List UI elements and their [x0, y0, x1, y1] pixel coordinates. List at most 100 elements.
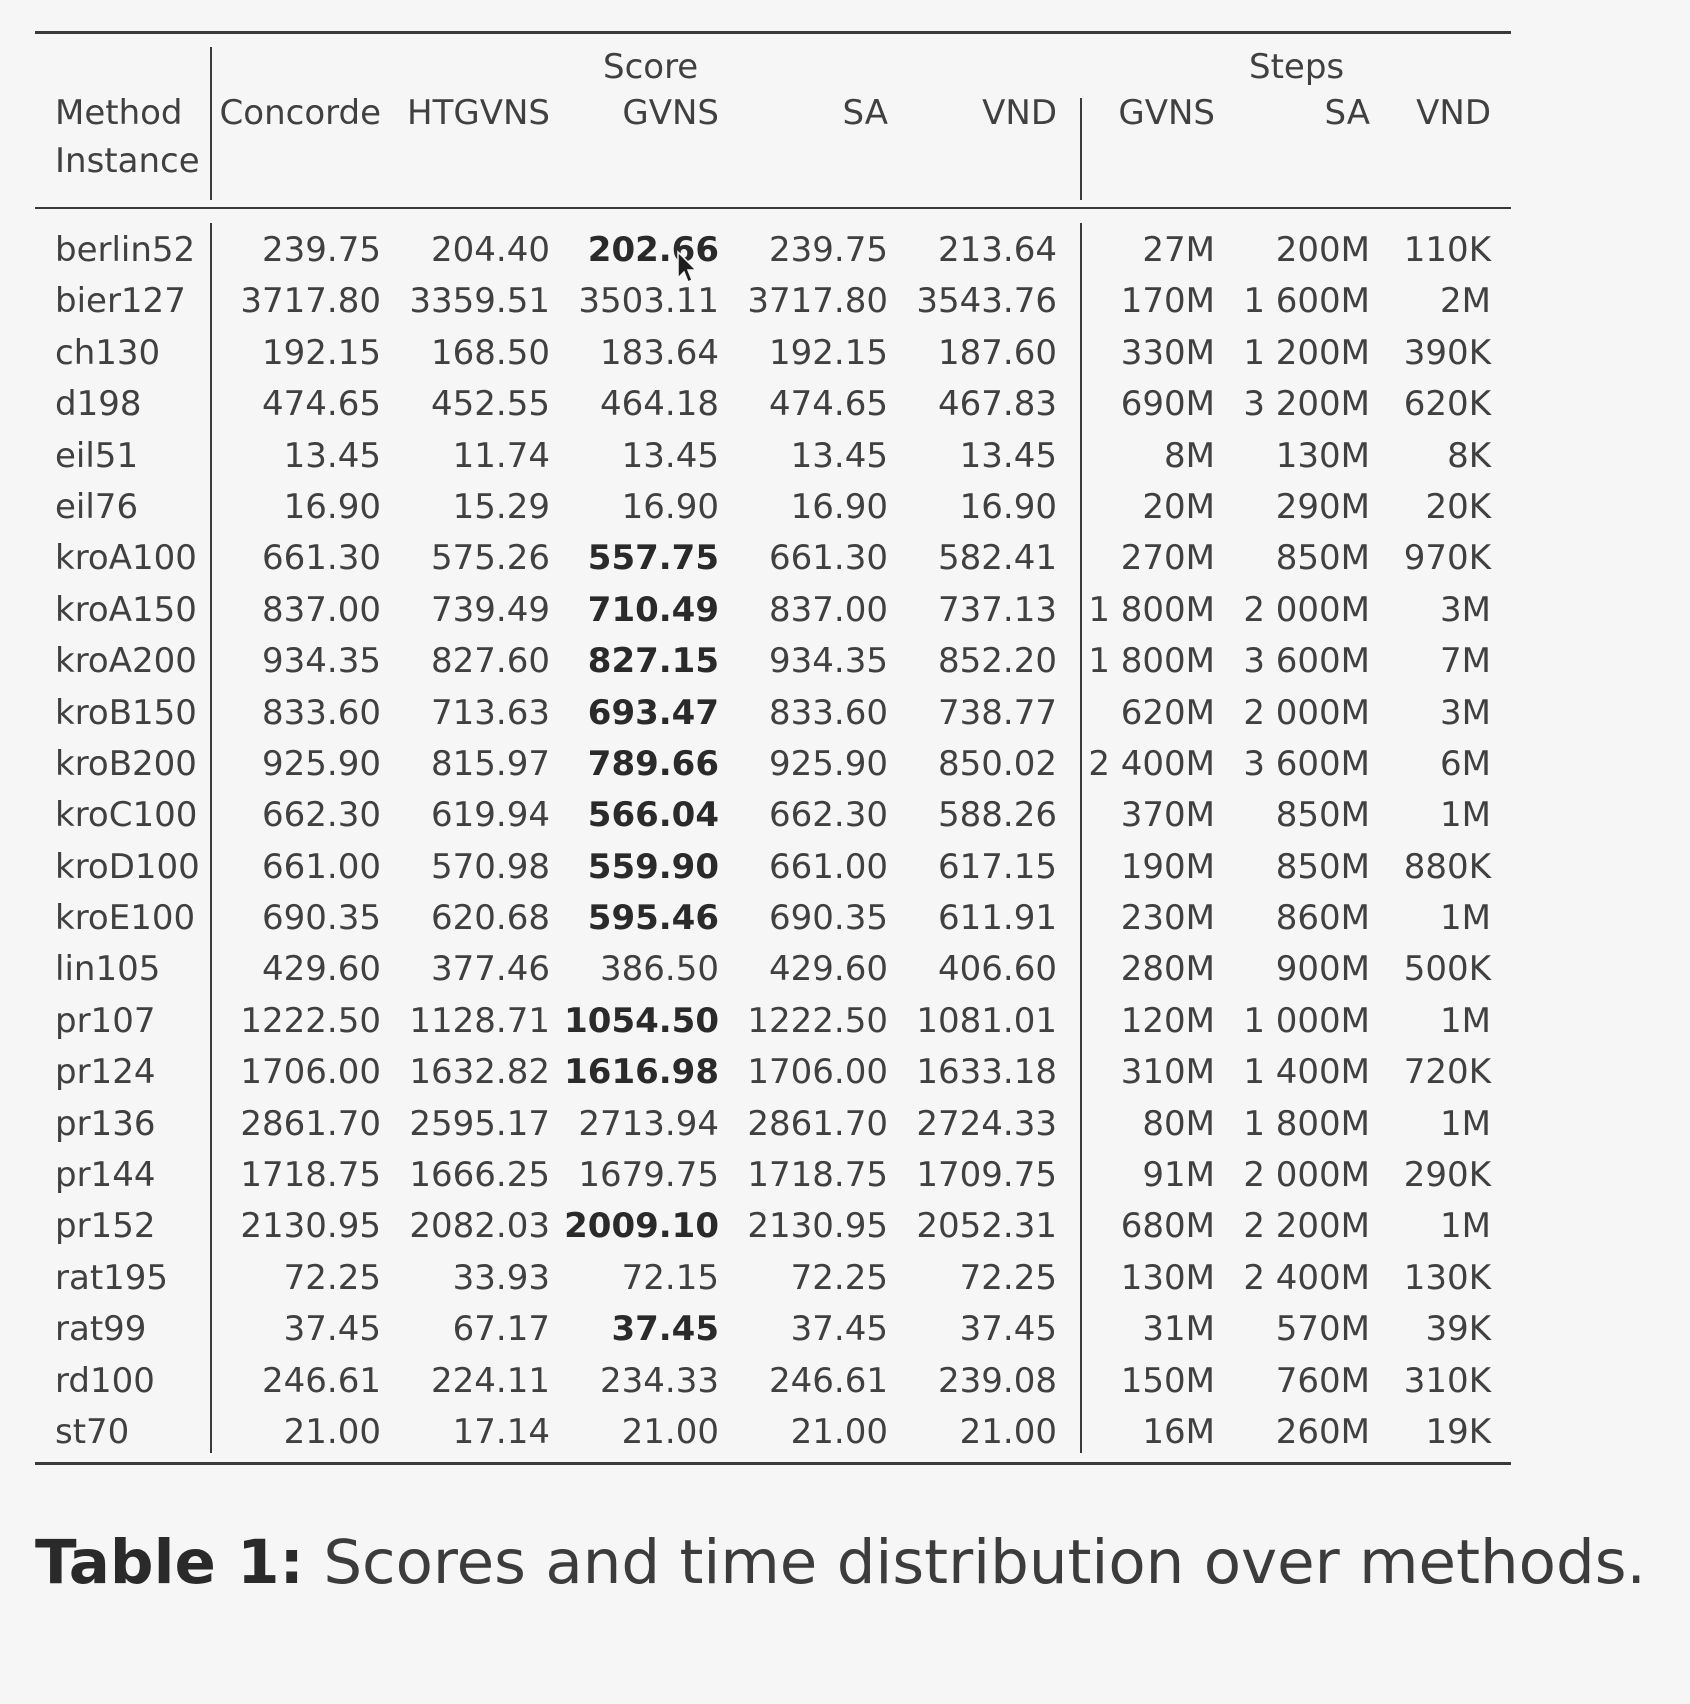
cell-htgvns: 620.68	[431, 898, 550, 939]
cell-htgvns: 575.26	[431, 538, 550, 579]
instance-cell: lin105	[55, 949, 161, 990]
table-row: kroA200 934.35 827.60 827.15 934.35 852.20 1 8…	[35, 636, 1511, 687]
cell-vnd-steps: 7M	[1440, 641, 1491, 682]
cell-vnd-steps: 880K	[1403, 846, 1491, 887]
cell-sa-steps: 290M	[1275, 486, 1370, 527]
cell-concorde: 1222.50	[240, 1000, 381, 1041]
cell-sa-steps: 1 200M	[1243, 332, 1370, 373]
cell-vnd-score: 617.15	[938, 846, 1057, 887]
cell-vnd-steps: 2M	[1440, 281, 1491, 322]
cell-sa-steps: 1 800M	[1243, 1103, 1370, 1144]
table-row: kroA150 837.00 739.49 710.49 837.00 737.13 1 8…	[35, 585, 1511, 636]
cell-gvns-score: 1679.75	[578, 1155, 719, 1196]
cell-sa-steps: 850M	[1275, 795, 1370, 836]
cell-htgvns: 168.50	[431, 332, 550, 373]
cell-concorde: 925.90	[262, 743, 381, 784]
cell-vnd-steps: 1M	[1440, 1103, 1491, 1144]
cell-htgvns: 452.55	[431, 384, 550, 425]
table-row: eil51 13.45 11.74 13.45 13.45 13.45 8M 130M 8K	[35, 431, 1511, 482]
cell-sa-steps: 2 400M	[1243, 1257, 1370, 1298]
column-header-gvns-score: GVNS	[622, 93, 719, 133]
cell-sa-score: 429.60	[769, 949, 888, 990]
cell-vnd-steps: 720K	[1403, 1052, 1491, 1093]
cell-sa-steps: 860M	[1275, 898, 1370, 939]
cell-sa-steps: 2 200M	[1243, 1206, 1370, 1247]
cell-vnd-steps: 1M	[1440, 898, 1491, 939]
cell-sa-score: 3717.80	[747, 281, 888, 322]
cell-vnd-steps: 19K	[1425, 1411, 1491, 1452]
instance-cell: kroA100	[55, 538, 197, 579]
cell-concorde: 3717.80	[240, 281, 381, 322]
table-row: eil76 16.90 15.29 16.90 16.90 16.90 20M 290M 20K	[35, 482, 1511, 533]
cell-gvns-steps: 270M	[1120, 538, 1215, 579]
instance-cell: pr124	[55, 1052, 156, 1093]
cell-gvns-score: 559.90	[587, 846, 719, 887]
instance-cell: eil76	[55, 486, 139, 527]
cell-sa-steps: 130M	[1275, 435, 1370, 476]
cell-sa-score: 2130.95	[747, 1206, 888, 1247]
instance-cell: pr136	[55, 1103, 156, 1144]
cell-htgvns: 1128.71	[409, 1000, 550, 1041]
table-body: berlin52 239.75 204.40 202.66 239.75 213.64 27…	[35, 225, 1511, 1458]
cell-gvns-score: 2009.10	[564, 1206, 719, 1247]
cell-gvns-score: 234.33	[600, 1360, 719, 1401]
cell-vnd-steps: 8K	[1447, 435, 1491, 476]
instance-divider	[210, 47, 212, 200]
table-row: pr124 1706.00 1632.82 1616.98 1706.00 1633.18…	[35, 1047, 1511, 1098]
cell-vnd-score: 1633.18	[916, 1052, 1057, 1093]
group-header-score: Score	[603, 47, 699, 87]
cell-gvns-steps: 620M	[1120, 692, 1215, 733]
instance-cell: pr152	[55, 1206, 156, 1247]
cell-sa-steps: 850M	[1275, 538, 1370, 579]
header-instance: Instance	[55, 141, 200, 181]
cell-vnd-steps: 1M	[1440, 795, 1491, 836]
cell-concorde: 37.45	[283, 1309, 381, 1350]
cell-vnd-steps: 20K	[1425, 486, 1491, 527]
cell-concorde: 1706.00	[240, 1052, 381, 1093]
cell-gvns-steps: 190M	[1120, 846, 1215, 887]
cell-gvns-score: 710.49	[587, 589, 719, 630]
instance-cell: ch130	[55, 332, 161, 373]
instance-cell: berlin52	[55, 230, 196, 270]
column-header-vnd-steps: VND	[1416, 93, 1491, 133]
cell-gvns-steps: 27M	[1142, 230, 1215, 270]
score-steps-divider	[1080, 223, 1082, 1453]
table-row: pr136 2861.70 2595.17 2713.94 2861.70 2724.33…	[35, 1099, 1511, 1150]
instance-cell: bier127	[55, 281, 186, 322]
cell-vnd-steps: 500K	[1403, 949, 1491, 990]
table-row: pr144 1718.75 1666.25 1679.75 1718.75 1709.75…	[35, 1150, 1511, 1201]
cell-htgvns: 11.74	[452, 435, 550, 476]
cell-sa-steps: 1 600M	[1243, 281, 1370, 322]
cell-vnd-steps: 310K	[1403, 1360, 1491, 1401]
table-row: rat99 37.45 67.17 37.45 37.45 37.45 31M 570M 39K	[35, 1304, 1511, 1355]
cell-vnd-score: 239.08	[938, 1360, 1057, 1401]
cell-sa-score: 246.61	[769, 1360, 888, 1401]
cell-concorde: 661.30	[262, 538, 381, 579]
cell-concorde: 662.30	[262, 795, 381, 836]
score-steps-divider	[1080, 98, 1082, 200]
cell-sa-steps: 3 600M	[1243, 641, 1370, 682]
cell-vnd-score: 611.91	[938, 898, 1057, 939]
table-row: d198 474.65 452.55 464.18 474.65 467.83 690M 3 …	[35, 379, 1511, 430]
cell-sa-steps: 1 000M	[1243, 1000, 1370, 1041]
cell-htgvns: 2082.03	[409, 1206, 550, 1247]
cell-concorde: 16.90	[283, 486, 381, 527]
cell-concorde: 429.60	[262, 949, 381, 990]
cell-htgvns: 224.11	[431, 1360, 550, 1401]
cell-gvns-score: 37.45	[611, 1309, 719, 1350]
cell-vnd-score: 187.60	[938, 332, 1057, 373]
cell-sa-steps: 850M	[1275, 846, 1370, 887]
cell-sa-score: 1718.75	[747, 1155, 888, 1196]
cell-concorde: 1718.75	[240, 1155, 381, 1196]
cell-gvns-steps: 16M	[1142, 1411, 1215, 1452]
cell-sa-score: 37.45	[790, 1309, 888, 1350]
cell-gvns-score: 13.45	[621, 435, 719, 476]
column-header-concorde: Concorde	[219, 93, 381, 133]
cell-vnd-steps: 1M	[1440, 1000, 1491, 1041]
cell-gvns-steps: 2 400M	[1088, 743, 1215, 784]
cell-sa-score: 925.90	[769, 743, 888, 784]
cell-gvns-steps: 690M	[1120, 384, 1215, 425]
cell-gvns-steps: 20M	[1142, 486, 1215, 527]
cell-gvns-score: 72.15	[621, 1257, 719, 1298]
cell-concorde: 21.00	[283, 1411, 381, 1452]
